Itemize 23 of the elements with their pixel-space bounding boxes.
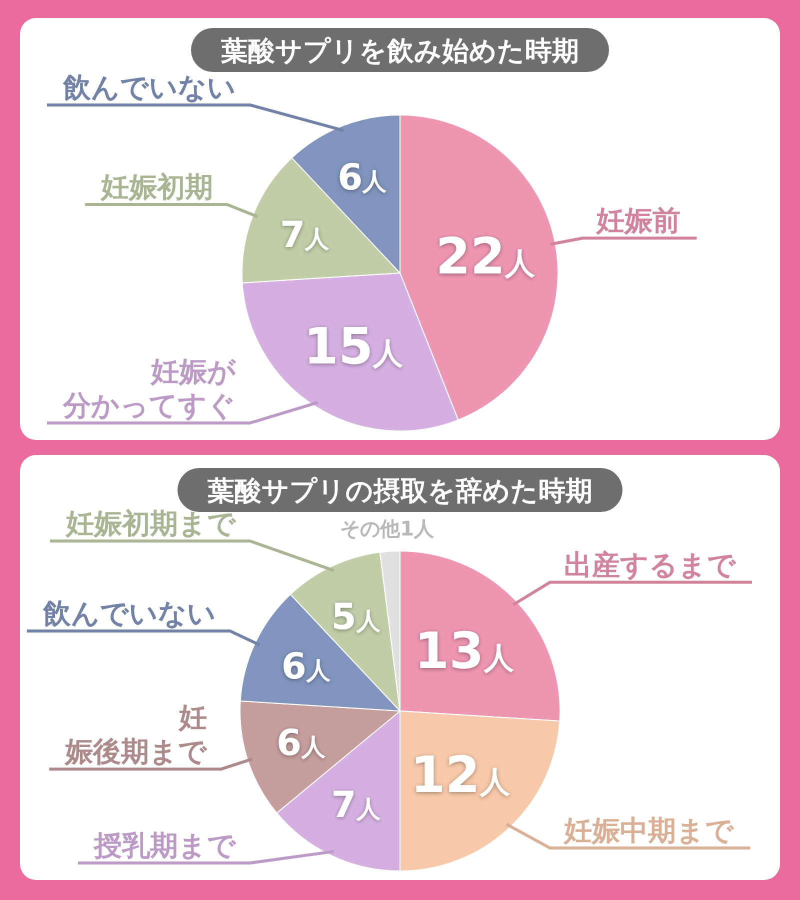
data-label: 15人	[304, 317, 404, 376]
data-label: 6人	[276, 723, 327, 764]
chart-title: 葉酸サプリを飲み始めた時期	[220, 36, 579, 67]
slice-label: 妊娠中期まで	[563, 814, 735, 848]
data-label: 6人	[338, 158, 388, 199]
slice-label: 出産するまで	[564, 548, 737, 582]
data-label: 13人	[414, 622, 515, 680]
slice-label: 妊娠初期	[100, 170, 214, 204]
slice-label: 妊娠が分かってすぐ	[62, 355, 237, 422]
slice-label: 授乳期まで	[93, 829, 237, 862]
slice-label: 飲んでいない	[42, 596, 216, 630]
data-label: 7人	[280, 215, 330, 256]
data-label: 12人	[410, 746, 512, 804]
data-label: 5人	[331, 596, 382, 638]
slice-label: 妊娠前	[596, 204, 681, 238]
data-label: 22人	[436, 228, 536, 286]
slice-label: 飲んでいない	[62, 71, 236, 104]
data-label: 7人	[331, 785, 382, 826]
chart-title: 葉酸サプリの摂取を辞めた時期	[206, 476, 592, 507]
slice-label: その他1人	[340, 516, 436, 540]
slice-label: 妊娠後期まで	[64, 701, 208, 768]
slice-label: 妊娠初期まで	[65, 507, 237, 540]
data-label: 6人	[281, 646, 332, 688]
